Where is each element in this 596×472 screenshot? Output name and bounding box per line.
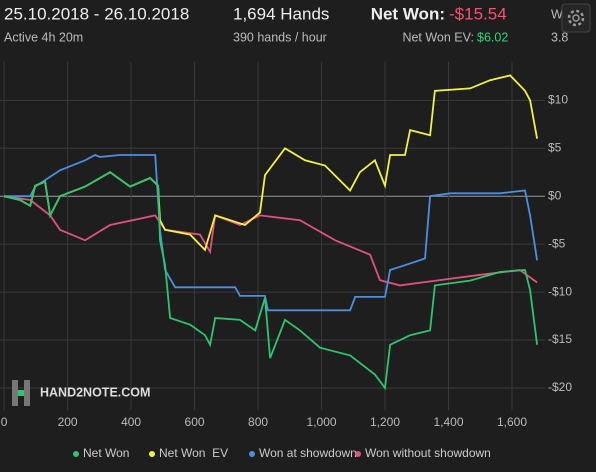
x-tick-label: 200 [58,415,78,429]
gear-teeth[interactable] [567,9,585,27]
x-tick-label: 1,200 [370,415,400,429]
y-tick-label: -$5 [548,236,566,250]
legend-marker [73,451,79,457]
y-tick-label: -$15 [548,332,572,346]
settings-button[interactable] [561,3,591,33]
ev-label: Net Won EV: [402,30,474,44]
series-line [3,171,538,391]
x-tick-label: 1,600 [497,415,527,429]
active-time: Active 4h 20m [4,30,83,44]
x-tick-label: 800 [248,415,268,429]
x-tick-label: 0 [1,415,8,429]
y-tick-label: -$10 [548,284,572,298]
logo-bridge [18,390,24,396]
legend-label: Won at showdown [259,446,357,460]
x-tick-label: 1,000 [307,415,337,429]
hands-per-hour: 390 hands / hour [233,30,327,44]
date-range: 25.10.2018 - 26.10.2018 [4,4,189,23]
legend-label: Won without showdown [365,446,491,460]
y-tick-label: $10 [548,93,568,107]
win-value: 3.8 [551,30,568,44]
logo-bar [24,380,30,406]
hands: 1,694 Hands [233,4,329,23]
legend-marker [249,451,255,457]
y-tick-label: $0 [548,188,562,202]
gear-hub[interactable] [572,14,580,22]
legend-marker [355,451,361,457]
x-tick-label: 1,400 [433,415,463,429]
net-won-value: -$15.54 [449,4,507,23]
legend-label: Net Won EV [159,446,228,460]
logo-text: HAND2NOTE.COM [40,385,150,399]
y-tick-label: -$20 [548,380,572,394]
logo-bar [12,380,18,406]
legend-marker [149,451,155,457]
ev-value: $6.02 [477,30,508,44]
series-line [4,154,538,312]
logo: HAND2NOTE.COM [12,380,150,406]
legend-label: Net Won [83,446,129,460]
y-tick-label: $5 [548,140,562,154]
settings-box[interactable] [561,3,591,33]
x-tick-label: 600 [185,415,205,429]
x-tick-label: 400 [121,415,141,429]
net-won-label: Net Won: [371,4,445,23]
